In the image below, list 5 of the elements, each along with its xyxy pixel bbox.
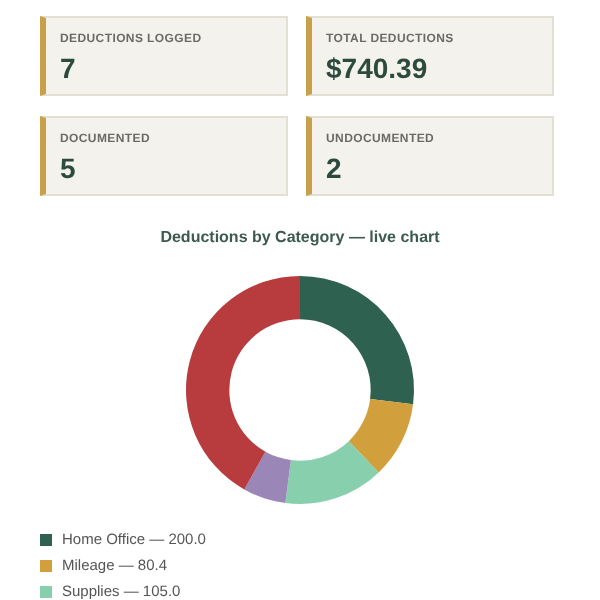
text: 5 [60,152,76,184]
text: 7 [60,52,76,84]
chart-title: Deductions by Category — live chart [158,228,442,246]
text: $740.39 [326,52,428,84]
text: 2 [326,152,342,184]
